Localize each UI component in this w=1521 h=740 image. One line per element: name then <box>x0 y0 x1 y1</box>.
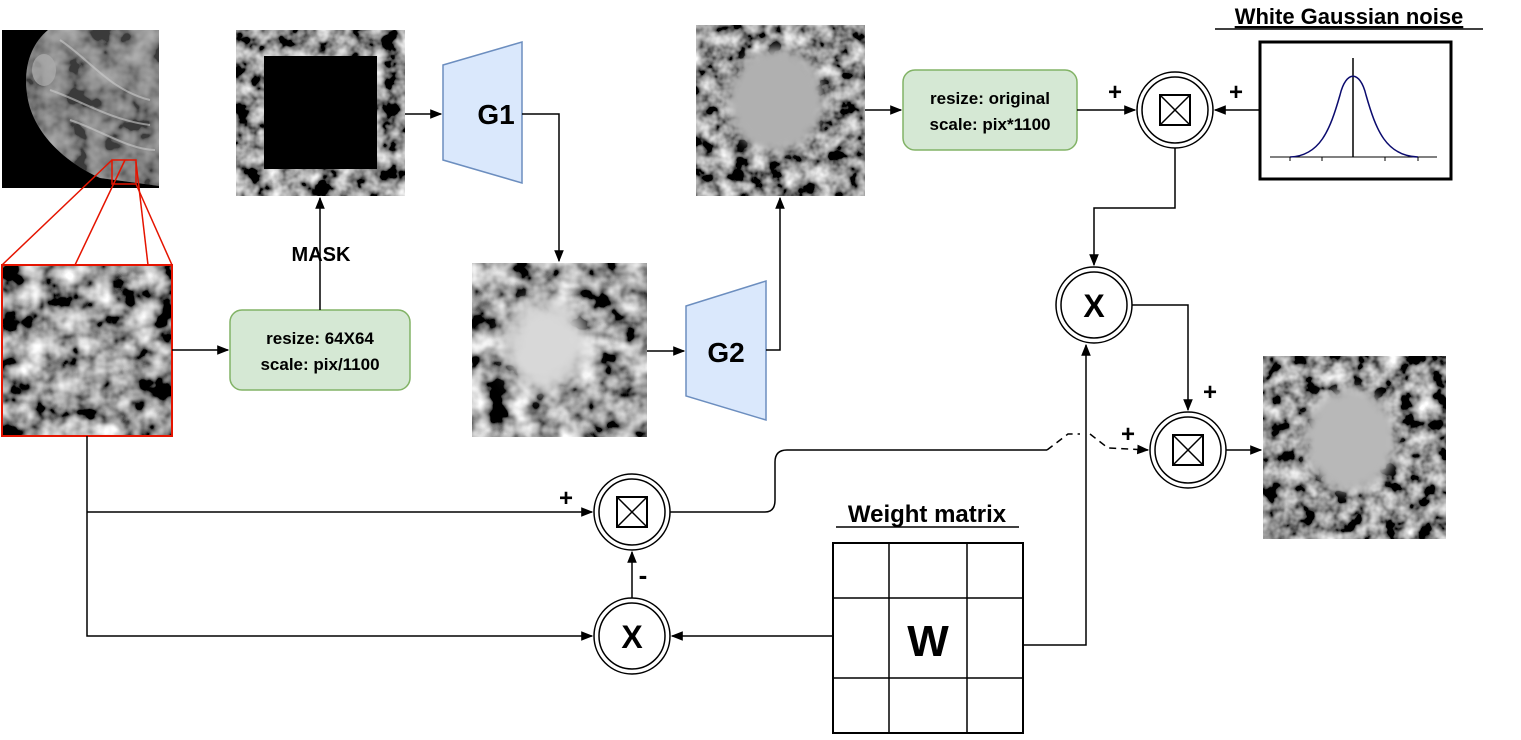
plus-sign-noise-left: + <box>1108 79 1122 106</box>
g2-label: G2 <box>707 337 744 368</box>
sum-node-noise <box>1136 71 1214 149</box>
mammogram-thumbnail <box>2 30 160 188</box>
sum-node-output <box>1149 411 1227 489</box>
resize-out-line2: scale: pix*1100 <box>930 115 1051 134</box>
input-patch <box>1 264 173 437</box>
plus-sign-noise-right: + <box>1229 79 1243 106</box>
g1-output-patch <box>472 263 647 437</box>
plus-sign-residual: + <box>559 485 573 512</box>
connectors <box>86 105 1263 646</box>
plus-sign-output-left: + <box>1121 421 1135 448</box>
resize-in-box: resize: 64X64 scale: pix/1100 <box>229 309 411 391</box>
resize-in-line2: scale: pix/1100 <box>260 355 379 374</box>
minus-sign-residual: - <box>639 560 648 590</box>
multiply-node-upper: X <box>1055 266 1133 344</box>
resize-in-line1: resize: 64X64 <box>266 329 374 348</box>
masked-patch <box>236 30 405 196</box>
final-output-patch <box>1263 356 1446 539</box>
mask-label: MASK <box>292 244 351 266</box>
noise-title: White Gaussian noise <box>1235 4 1464 29</box>
roi-zoom-lines <box>1 159 173 266</box>
gaussian-noise-panel: White Gaussian noise <box>1215 4 1483 181</box>
plus-sign-output-top: + <box>1203 379 1217 406</box>
multiply-node-lower: X <box>593 597 671 675</box>
weight-matrix: Weight matrix W <box>832 501 1024 734</box>
g1-label: G1 <box>477 99 514 130</box>
generator-g1: G1 <box>442 41 523 184</box>
multiply-label-upper: X <box>1083 288 1105 324</box>
generator-g2: G2 <box>685 279 767 422</box>
resize-out-line1: resize: original <box>930 89 1050 108</box>
weight-title: Weight matrix <box>848 501 1007 528</box>
sum-node-residual <box>593 473 671 551</box>
w-label: W <box>907 617 949 666</box>
g2-output-patch <box>696 25 865 196</box>
multiply-label-lower: X <box>621 619 643 655</box>
resize-out-box: resize: original scale: pix*1100 <box>902 69 1078 151</box>
